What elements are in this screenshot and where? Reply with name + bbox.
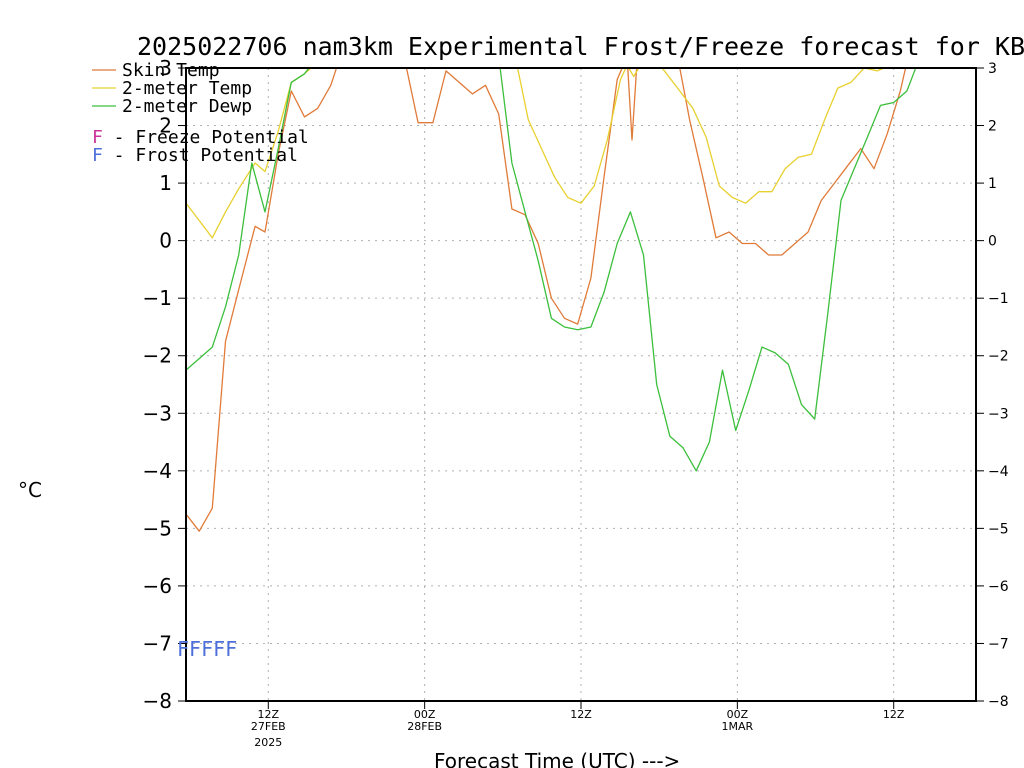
potential-legend-item: F - Frost Potential [92, 145, 298, 166]
frost-markers: FFFFF [177, 637, 237, 661]
series-line-skin-temp [186, 68, 907, 532]
series-line-2-meter-dewp [186, 68, 917, 472]
y-tick-label-right: −6 [988, 579, 1009, 595]
y-tick-label-right: −7 [988, 636, 1009, 652]
y-tick-label: −4 [143, 459, 172, 483]
y-tick-label: −5 [143, 516, 172, 540]
y-tick-label-right: 0 [988, 234, 997, 250]
potential-text: - Freeze Potential [103, 127, 309, 148]
y-tick-label: −6 [143, 574, 172, 598]
legend-label: 2-meter Temp [122, 78, 252, 99]
chart-title: 2025022706 nam3km Experimental Frost/Fre… [137, 32, 1024, 61]
y-tick-label: 1 [159, 171, 172, 195]
y-tick-label-right: −4 [988, 464, 1009, 480]
y-axis-right: 3 2 1 0 −1 −2 −3 −4 −5 −6 −7 −8 [976, 61, 1009, 710]
y-tick-label: 3 [159, 56, 172, 80]
x-axis-label: Forecast Time (UTC) ---> [434, 749, 680, 768]
x-tick-label: 00Z [727, 708, 749, 721]
y-tick-label-right: −8 [988, 694, 1009, 710]
x-tick-date: 1MAR [722, 720, 754, 733]
series-lines [186, 68, 917, 532]
x-tick-label: 12Z [258, 708, 280, 721]
y-tick-label: 0 [159, 229, 172, 253]
potential-text: - Frost Potential [103, 145, 298, 166]
x-tick-year: 2025 [254, 736, 282, 749]
potential-letter: F [92, 127, 103, 148]
potential-letter: F [92, 145, 103, 166]
y-tick-label-right: −5 [988, 521, 1009, 537]
y-axis-label: °C [18, 478, 42, 502]
potential-legend-item: F - Freeze Potential [92, 127, 309, 148]
y-tick-label-right: 1 [988, 176, 997, 192]
x-tick-label: 00Z [414, 708, 436, 721]
x-tick-label: 12Z [883, 708, 905, 721]
y-tick-label-right: −1 [988, 291, 1009, 307]
x-tick-date: 28FEB [407, 720, 442, 733]
y-tick-label-right: 3 [988, 61, 997, 77]
grid-lines [186, 68, 976, 701]
y-tick-label: −7 [143, 631, 172, 655]
y-tick-label-right: −3 [988, 406, 1009, 422]
x-tick-date: 27FEB [251, 720, 286, 733]
y-tick-label-right: 2 [988, 119, 997, 135]
y-tick-label-right: −2 [988, 349, 1009, 365]
series-line-2-meter-temp [186, 68, 886, 239]
legend-label: 2-meter Dewp [122, 96, 252, 117]
y-tick-label: 2 [159, 114, 172, 138]
y-tick-label: −3 [143, 401, 172, 425]
y-tick-label: −2 [143, 344, 172, 368]
x-tick-label: 12Z [570, 708, 592, 721]
y-tick-label: −8 [143, 689, 172, 713]
y-tick-label: −1 [143, 286, 172, 310]
y-axis-left: 3 2 1 0 −1 −2 −3 −4 −5 −6 −7 −8 [143, 56, 186, 713]
legend-label: Skin Temp [122, 60, 220, 81]
